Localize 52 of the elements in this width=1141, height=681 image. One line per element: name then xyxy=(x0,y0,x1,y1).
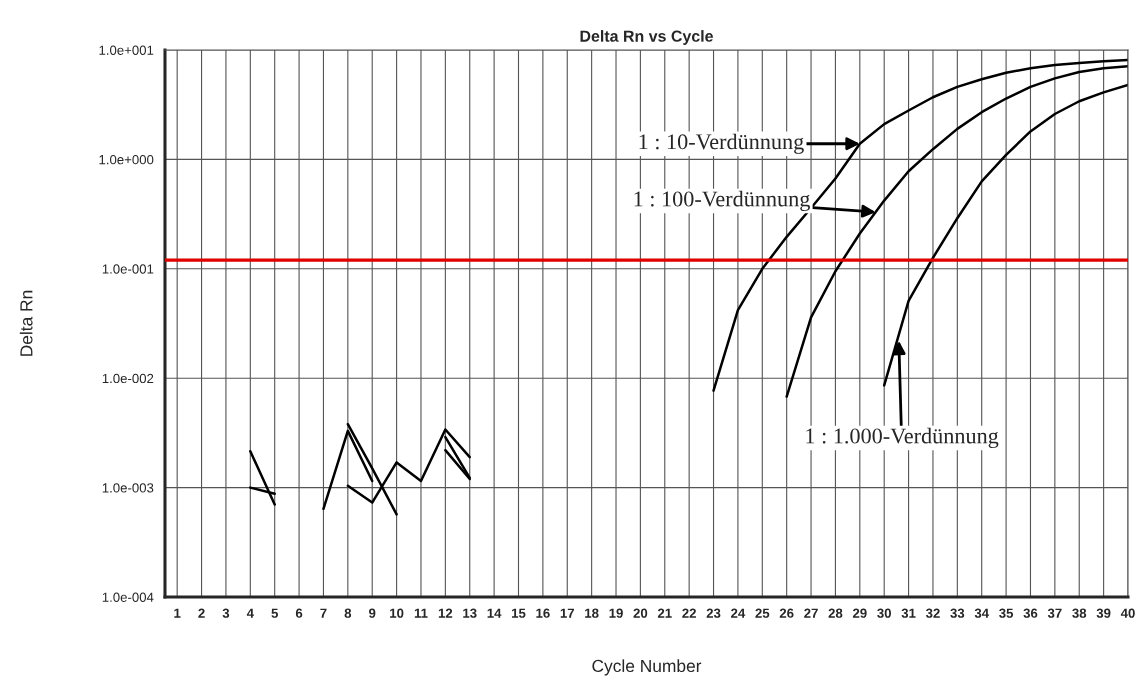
x-tick-label: 26 xyxy=(779,608,794,618)
y-tick-label: 1.0e-004 xyxy=(102,592,154,602)
y-axis-title: Delta Rn xyxy=(19,290,33,356)
x-tick-label: 7 xyxy=(320,608,327,618)
x-tick-label: 25 xyxy=(755,608,770,618)
x-tick-label: 20 xyxy=(633,608,648,618)
x-tick-label: 23 xyxy=(706,608,721,618)
y-tick-label: 1.0e+001 xyxy=(99,45,154,55)
x-tick-label: 1 xyxy=(174,608,181,618)
x-tick-label: 10 xyxy=(390,608,404,618)
y-tick-label: 1.0e-003 xyxy=(102,483,154,493)
x-tick-label: 28 xyxy=(828,608,843,618)
x-tick-label: 4 xyxy=(246,608,254,618)
x-tick-label: 32 xyxy=(925,608,940,618)
y-tick-label: 1.0e-002 xyxy=(102,373,154,384)
x-tick-label: 6 xyxy=(295,608,303,618)
x-tick-label: 40 xyxy=(1120,608,1135,618)
chart-title: Delta Rn vs Cycle xyxy=(580,30,713,45)
x-tick-label: 35 xyxy=(999,608,1014,618)
x-tick-label: 12 xyxy=(438,608,453,618)
x-tick-label: 5 xyxy=(271,608,278,618)
x-tick-label: 3 xyxy=(222,608,230,618)
x-tick-label: 8 xyxy=(344,608,352,618)
x-tick-label: 30 xyxy=(877,608,891,618)
x-tick-label: 18 xyxy=(585,608,599,618)
x-tick-label: 14 xyxy=(487,608,502,618)
x-tick-label: 22 xyxy=(682,608,696,618)
x-tick-label: 34 xyxy=(974,608,989,618)
x-tick-label: 19 xyxy=(609,608,623,618)
annotation: 1 : 1.000-Verdünnung xyxy=(806,427,999,449)
x-tick-label: 37 xyxy=(1047,608,1062,618)
x-tick-label: 31 xyxy=(901,608,916,618)
x-tick-label: 36 xyxy=(1023,608,1038,618)
x-tick-label: 13 xyxy=(463,608,477,618)
x-tick-label: 16 xyxy=(536,608,550,618)
x-tick-label: 15 xyxy=(511,608,526,618)
y-tick-label: 1.0e-001 xyxy=(102,264,154,274)
annotation: 1 : 10-Verdünnung xyxy=(639,133,804,154)
x-tick-label: 9 xyxy=(369,608,376,618)
x-tick-label: 33 xyxy=(950,608,965,618)
annotation: 1 : 100-Verdünnung xyxy=(634,190,810,212)
x-tick-label: 39 xyxy=(1096,608,1111,618)
x-tick-label: 2 xyxy=(198,608,205,618)
x-tick-label: 24 xyxy=(731,608,746,618)
x-tick-label: 29 xyxy=(852,608,867,618)
x-tick-label: 11 xyxy=(414,608,428,618)
x-tick-label: 21 xyxy=(657,608,672,618)
x-tick-label: 38 xyxy=(1072,608,1087,618)
x-tick-label: 27 xyxy=(804,608,818,618)
x-tick-label: 17 xyxy=(560,608,575,618)
x-axis-title: Cycle Number xyxy=(592,659,702,676)
y-tick-label: 1.0e+000 xyxy=(99,154,154,165)
